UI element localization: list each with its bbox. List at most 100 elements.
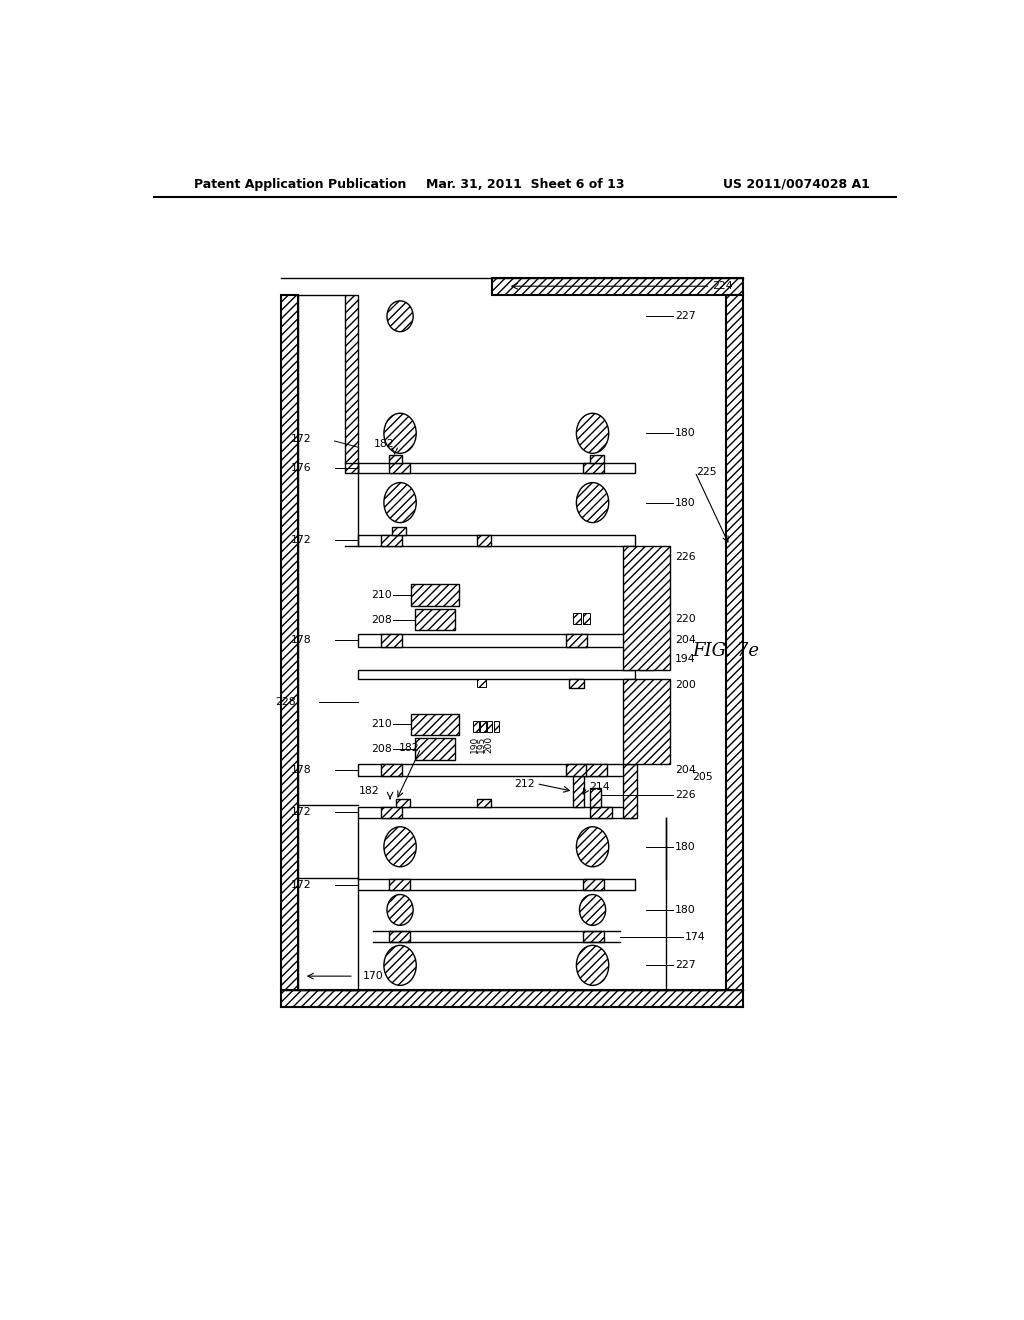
Text: 208: 208 [371, 744, 391, 754]
Text: 227: 227 [675, 961, 695, 970]
Bar [388, 879, 410, 890]
Bar [590, 807, 611, 817]
Bar [392, 527, 407, 535]
Bar [583, 614, 590, 624]
Bar [415, 738, 455, 760]
Bar [281, 990, 742, 1007]
Ellipse shape [387, 895, 413, 925]
Bar [381, 635, 402, 647]
Text: 182: 182 [359, 785, 380, 796]
Bar [493, 277, 742, 294]
Bar [586, 763, 607, 776]
Text: 182: 182 [374, 438, 394, 449]
Text: 182: 182 [398, 743, 419, 754]
Bar [477, 535, 490, 545]
Bar [357, 635, 635, 647]
Bar [388, 455, 402, 462]
Ellipse shape [577, 483, 608, 523]
Bar [381, 807, 402, 817]
Text: 178: 178 [291, 764, 311, 775]
Text: 172: 172 [291, 807, 311, 817]
Ellipse shape [577, 826, 608, 867]
Text: Patent Application Publication: Patent Application Publication [194, 178, 407, 190]
Text: 172: 172 [291, 536, 311, 545]
Text: 195: 195 [477, 737, 486, 754]
Bar [388, 932, 410, 942]
Text: 227: 227 [675, 312, 695, 321]
Bar [357, 763, 635, 776]
Bar [415, 609, 455, 631]
Text: 170: 170 [364, 972, 384, 981]
Bar [583, 879, 604, 890]
Bar [357, 669, 635, 678]
Bar [624, 763, 637, 817]
Bar [357, 807, 635, 817]
Text: US 2011/0074028 A1: US 2011/0074028 A1 [723, 178, 869, 190]
Bar [411, 585, 459, 606]
Text: 174: 174 [685, 932, 706, 942]
Ellipse shape [577, 413, 608, 453]
Bar [569, 678, 584, 688]
Text: 190: 190 [470, 737, 479, 754]
Text: 178: 178 [291, 635, 311, 645]
Bar [381, 535, 402, 545]
Bar [345, 294, 357, 474]
Text: 200: 200 [484, 737, 494, 752]
Bar [480, 721, 485, 733]
Bar [583, 932, 604, 942]
Text: 204: 204 [675, 764, 695, 775]
Text: 180: 180 [675, 842, 695, 851]
Ellipse shape [384, 945, 416, 985]
Ellipse shape [577, 945, 608, 985]
Text: 210: 210 [371, 590, 391, 601]
Text: 200: 200 [675, 680, 696, 690]
Text: 228: 228 [275, 697, 296, 708]
Ellipse shape [384, 826, 416, 867]
Bar [388, 462, 410, 474]
Bar [473, 721, 478, 733]
Text: 172: 172 [291, 434, 311, 445]
Text: FIG. 7e: FIG. 7e [692, 643, 760, 660]
Bar [624, 678, 670, 763]
Text: 214: 214 [589, 783, 609, 792]
Ellipse shape [580, 895, 605, 925]
Text: 208: 208 [371, 615, 391, 624]
Text: 224: 224 [712, 281, 732, 292]
Text: 226: 226 [675, 791, 695, 800]
Ellipse shape [384, 483, 416, 523]
Ellipse shape [387, 301, 413, 331]
Bar [381, 763, 402, 776]
Text: 180: 180 [675, 428, 695, 438]
Bar [477, 799, 490, 807]
Text: 225: 225 [696, 467, 717, 477]
Bar [411, 714, 459, 735]
Bar [357, 535, 635, 545]
Text: Mar. 31, 2011  Sheet 6 of 13: Mar. 31, 2011 Sheet 6 of 13 [426, 178, 624, 190]
Bar [639, 647, 652, 669]
Bar [624, 545, 670, 669]
Text: 226: 226 [675, 552, 695, 562]
Text: 180: 180 [675, 498, 695, 508]
Bar [590, 455, 604, 462]
Bar [357, 879, 635, 890]
Text: 204: 204 [675, 635, 695, 645]
Bar [590, 788, 601, 807]
Bar [281, 294, 298, 990]
Ellipse shape [384, 413, 416, 453]
Text: 172: 172 [291, 879, 311, 890]
Text: 210: 210 [371, 719, 391, 730]
Text: 176: 176 [291, 463, 311, 473]
Bar [565, 635, 587, 647]
Bar [487, 721, 493, 733]
Bar [565, 763, 587, 776]
Bar [494, 721, 500, 733]
Bar [573, 776, 584, 807]
Text: 220: 220 [675, 614, 695, 624]
Text: 205: 205 [692, 772, 714, 783]
Text: 212: 212 [514, 779, 535, 788]
Bar [726, 294, 742, 990]
Bar [583, 462, 604, 474]
Text: 194: 194 [675, 653, 695, 664]
Bar [477, 678, 486, 686]
Bar [357, 462, 635, 474]
